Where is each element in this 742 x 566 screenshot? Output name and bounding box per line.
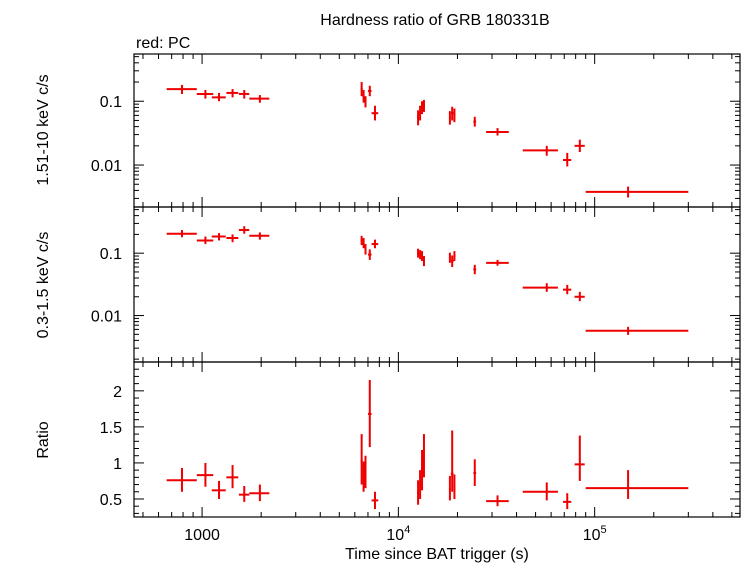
panel-soft-band: 0.1 0.01 0.3-1.5 keV c/s bbox=[35, 206, 741, 363]
data-point bbox=[238, 486, 250, 502]
data-point bbox=[453, 251, 456, 261]
data-point bbox=[486, 495, 509, 507]
data-point bbox=[196, 462, 214, 487]
data-point bbox=[450, 430, 454, 492]
data-point bbox=[473, 264, 477, 275]
panel-frame bbox=[133, 53, 741, 208]
data-point bbox=[448, 111, 451, 125]
data-point bbox=[453, 474, 456, 499]
y-tick-label: 1.5 bbox=[100, 420, 122, 437]
data-point bbox=[419, 105, 422, 121]
x-tick-exponent: 4 bbox=[404, 524, 410, 536]
data-point bbox=[574, 435, 585, 481]
data-point bbox=[371, 491, 379, 510]
data-point bbox=[166, 230, 197, 238]
data-point bbox=[473, 116, 477, 127]
data-point bbox=[360, 235, 363, 246]
data-point bbox=[211, 233, 226, 241]
data-point bbox=[585, 326, 689, 335]
x-tick-label: 104 bbox=[386, 524, 410, 544]
data-point bbox=[371, 239, 379, 249]
x-tick-label: 105 bbox=[583, 524, 607, 544]
data-point bbox=[238, 226, 250, 234]
panel-ratio: 0.5 1 1.5 2 Ratio bbox=[35, 361, 741, 518]
data-point bbox=[196, 90, 214, 99]
data-point bbox=[360, 82, 363, 97]
y-tick-label: 0.5 bbox=[100, 492, 122, 509]
data-point bbox=[574, 291, 585, 302]
data-point bbox=[367, 85, 372, 97]
y-tick-label: 0.1 bbox=[100, 94, 122, 111]
data-point bbox=[196, 236, 214, 245]
data-point bbox=[166, 84, 197, 94]
data-point bbox=[486, 128, 509, 136]
data-point bbox=[419, 470, 422, 499]
data-point bbox=[417, 480, 420, 505]
data-point bbox=[226, 89, 239, 98]
data-point bbox=[211, 480, 226, 499]
data-point bbox=[211, 92, 226, 102]
data-point bbox=[486, 259, 509, 266]
y-axis-label: Ratio bbox=[35, 421, 52, 458]
y-tick-label: 0.01 bbox=[91, 158, 122, 175]
data-point bbox=[367, 380, 372, 448]
data-point bbox=[448, 475, 451, 501]
data-point bbox=[362, 90, 365, 103]
y-tick-label: 2 bbox=[113, 384, 122, 401]
panels: 0.1 0.01 1.51-10 keV c/s 0.1 0.01 0.3-1.5 keV… bbox=[35, 53, 741, 544]
data-point bbox=[522, 482, 558, 501]
data-point bbox=[166, 467, 197, 492]
data-point bbox=[563, 284, 572, 295]
data-point bbox=[421, 449, 424, 491]
y-axis-label: 0.3-1.5 keV c/s bbox=[35, 232, 52, 339]
x-axis-label: Time since BAT trigger (s) bbox=[345, 546, 529, 563]
data-point bbox=[367, 249, 372, 260]
data-point bbox=[563, 152, 572, 167]
panel-frame bbox=[133, 206, 741, 363]
data-point bbox=[417, 110, 420, 126]
data-point bbox=[585, 186, 689, 198]
data-point bbox=[364, 96, 367, 108]
data-point bbox=[473, 459, 477, 486]
chart-title: Hardness ratio of GRB 180331B bbox=[320, 12, 549, 29]
data-point bbox=[421, 101, 424, 115]
data-point bbox=[360, 434, 363, 485]
data-point bbox=[226, 234, 239, 243]
x-tick-exponent: 5 bbox=[601, 524, 607, 536]
data-point bbox=[574, 139, 585, 153]
data-point bbox=[362, 461, 365, 492]
data-point bbox=[249, 484, 270, 502]
data-point bbox=[364, 455, 367, 489]
data-point bbox=[364, 244, 367, 255]
data-point bbox=[522, 283, 558, 292]
data-point bbox=[362, 238, 365, 249]
data-point bbox=[563, 493, 572, 510]
data-point bbox=[422, 434, 425, 478]
data-point bbox=[421, 251, 424, 261]
data-point bbox=[585, 470, 689, 499]
data-point bbox=[417, 248, 420, 258]
data-point bbox=[453, 108, 456, 123]
data-point bbox=[522, 145, 558, 156]
data-point bbox=[448, 252, 451, 263]
data-point bbox=[422, 256, 425, 267]
data-point bbox=[226, 465, 239, 489]
data-point bbox=[450, 255, 454, 268]
data-point bbox=[422, 99, 425, 112]
y-tick-label: 0.1 bbox=[100, 246, 122, 263]
data-point bbox=[238, 90, 250, 99]
chart-subtitle: red: PC bbox=[136, 35, 190, 52]
data-point bbox=[450, 106, 454, 121]
y-tick-label: 0.01 bbox=[91, 309, 122, 326]
data-point bbox=[371, 105, 379, 121]
y-tick-label: 1 bbox=[113, 456, 122, 473]
data-point bbox=[249, 232, 270, 240]
panel-hard-band: 0.1 0.01 1.51-10 keV c/s bbox=[35, 53, 741, 208]
data-point bbox=[249, 95, 270, 103]
x-tick-label: 1000 bbox=[184, 527, 220, 544]
data-point bbox=[419, 250, 422, 260]
y-axis-label: 1.51-10 keV c/s bbox=[35, 74, 52, 185]
panel-frame bbox=[133, 361, 741, 518]
